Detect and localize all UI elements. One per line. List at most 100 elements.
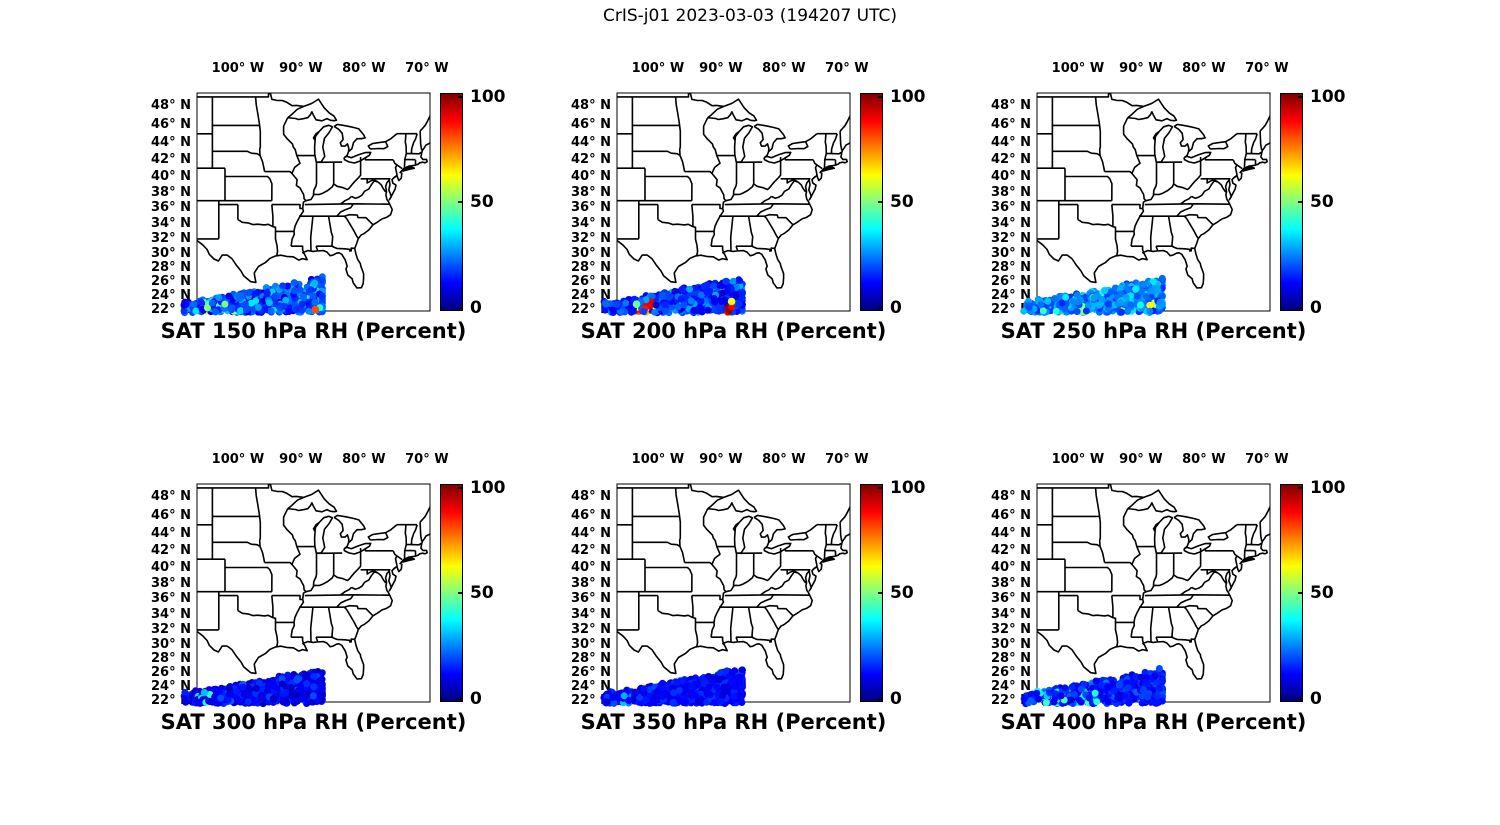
lat-tick-label: 48° N <box>571 489 611 505</box>
basemap-state-lines <box>617 93 850 289</box>
lat-tick-label: 38° N <box>151 575 191 591</box>
lat-tick-label: 32° N <box>991 230 1031 246</box>
lat-tick-label: 24° N <box>151 287 191 303</box>
scatter-layer <box>600 666 746 707</box>
lat-tick-label: 26° N <box>991 274 1031 290</box>
colorbar-tick-label: 50 <box>890 583 914 603</box>
subplot-title-250: SAT 250 hPa RH (Percent) <box>1000 319 1307 343</box>
colorbar-tick-mark <box>1298 487 1303 489</box>
lat-tick-label: 24° N <box>151 678 191 694</box>
map-svg-400 <box>1020 483 1271 708</box>
colorbar-tick-mark <box>1298 201 1303 203</box>
colorbar-tick-label: 100 <box>1310 478 1346 498</box>
colorbar-tick-mark <box>458 201 463 203</box>
lat-tick-label: 30° N <box>991 245 1031 261</box>
scatter-highlight-dot <box>632 300 641 308</box>
lat-tick-label: 38° N <box>991 575 1031 591</box>
colorbar-tick-label: 50 <box>1310 583 1334 603</box>
lat-tick-label: 32° N <box>571 230 611 246</box>
scatter-layer <box>600 276 746 317</box>
colorbar-tick-label: 0 <box>1310 689 1322 709</box>
lon-tick-label: 90° W <box>699 61 743 76</box>
lat-tick-label: 30° N <box>151 636 191 652</box>
lat-tick-label: 30° N <box>571 245 611 261</box>
scatter-layer <box>1020 665 1166 708</box>
lat-tick-label: 28° N <box>991 259 1031 275</box>
lat-tick-label: 40° N <box>991 559 1031 575</box>
subplot-title-350: SAT 350 hPa RH (Percent) <box>580 710 887 734</box>
lat-tick-label: 34° N <box>151 606 191 622</box>
colorbar-tick-mark <box>1298 96 1303 98</box>
panel-sat-150: 100° W 90° W 80° W 70° W 48° N 46° N 44° N 42° … <box>127 51 519 363</box>
colorbar-tick-mark <box>878 698 883 700</box>
colorbar-tick-label: 0 <box>1310 298 1322 318</box>
lon-tick-label: 70° W <box>1245 61 1289 76</box>
colorbar-tick-mark <box>878 201 883 203</box>
lat-tick-label: 46° N <box>151 507 191 523</box>
map-svg-150 <box>180 92 431 317</box>
colorbar-tick-label: 50 <box>1310 192 1334 212</box>
lat-tick-label: 26° N <box>571 665 611 681</box>
lat-tick-label: 22° N <box>991 692 1031 708</box>
lat-tick-label: 36° N <box>991 591 1031 607</box>
lon-tick-label: 90° W <box>699 452 743 467</box>
lat-tick-label: 28° N <box>571 259 611 275</box>
subplot-title-150: SAT 150 hPa RH (Percent) <box>160 319 467 343</box>
lat-tick-label: 24° N <box>991 287 1031 303</box>
panel-sat-400: 100° W 90° W 80° W 70° W 48° N 46° N 44° N 42° … <box>967 442 1359 754</box>
lon-tick-label: 90° W <box>279 452 323 467</box>
lat-tick-label: 40° N <box>571 168 611 184</box>
lon-tick-label: 90° W <box>1119 452 1163 467</box>
lat-tick-label: 42° N <box>571 542 611 558</box>
map-svg-350 <box>600 483 851 707</box>
lat-tick-label: 34° N <box>571 606 611 622</box>
colorbar-tick-label: 100 <box>470 478 506 498</box>
lat-tick-label: 42° N <box>991 542 1031 558</box>
colorbar-tick-mark <box>1298 698 1303 700</box>
lat-tick-label: 36° N <box>151 200 191 216</box>
lat-tick-label: 28° N <box>571 650 611 666</box>
lat-tick-label: 44° N <box>571 525 611 541</box>
lon-tick-label: 80° W <box>342 452 386 467</box>
colorbar-tick-mark <box>458 698 463 700</box>
basemap-state-lines <box>617 484 850 680</box>
lat-tick-label: 36° N <box>151 591 191 607</box>
colorbar-tick-mark <box>458 307 463 309</box>
colorbar-tick-label: 100 <box>890 87 926 107</box>
lat-tick-label: 32° N <box>571 621 611 637</box>
lat-tick-label: 28° N <box>991 650 1031 666</box>
colorbar-tick-label: 50 <box>890 192 914 212</box>
panel-sat-300: 100° W 90° W 80° W 70° W 48° N 46° N 44° N 42° … <box>127 442 519 754</box>
lon-tick-label: 100° W <box>631 61 685 76</box>
scatter-layer <box>1020 274 1166 316</box>
lat-tick-label: 26° N <box>571 274 611 290</box>
lon-tick-label: 80° W <box>342 61 386 76</box>
lon-tick-label: 90° W <box>279 61 323 76</box>
lat-tick-label: 22° N <box>571 301 611 317</box>
panel-sat-350: 100° W 90° W 80° W 70° W 48° N 46° N 44° N 42° … <box>547 442 939 754</box>
panel-sat-250: 100° W 90° W 80° W 70° W 48° N 46° N 44° N 42° … <box>967 51 1359 363</box>
subplot-title-300: SAT 300 hPa RH (Percent) <box>160 710 467 734</box>
colorbar-tick-label: 100 <box>890 478 926 498</box>
lat-tick-label: 26° N <box>151 274 191 290</box>
lat-tick-label: 40° N <box>571 559 611 575</box>
lon-tick-label: 100° W <box>211 61 265 76</box>
lat-tick-label: 40° N <box>991 168 1031 184</box>
map-svg-300 <box>180 483 431 708</box>
lat-tick-label: 42° N <box>151 542 191 558</box>
lon-tick-label: 70° W <box>1245 452 1289 467</box>
lat-tick-label: 38° N <box>571 575 611 591</box>
lat-tick-label: 48° N <box>151 98 191 114</box>
basemap-state-lines <box>1037 484 1270 680</box>
colorbar-tick-label: 100 <box>470 87 506 107</box>
basemap-state-lines <box>197 484 430 680</box>
lat-tick-label: 34° N <box>991 215 1031 231</box>
lat-tick-label: 28° N <box>151 259 191 275</box>
colorbar-tick-mark <box>458 96 463 98</box>
lat-tick-label: 38° N <box>151 184 191 200</box>
lon-tick-label: 100° W <box>1051 61 1105 76</box>
colorbar-tick-label: 0 <box>890 298 902 318</box>
colorbar-tick-mark <box>878 307 883 309</box>
colorbar-tick-label: 0 <box>890 689 902 709</box>
